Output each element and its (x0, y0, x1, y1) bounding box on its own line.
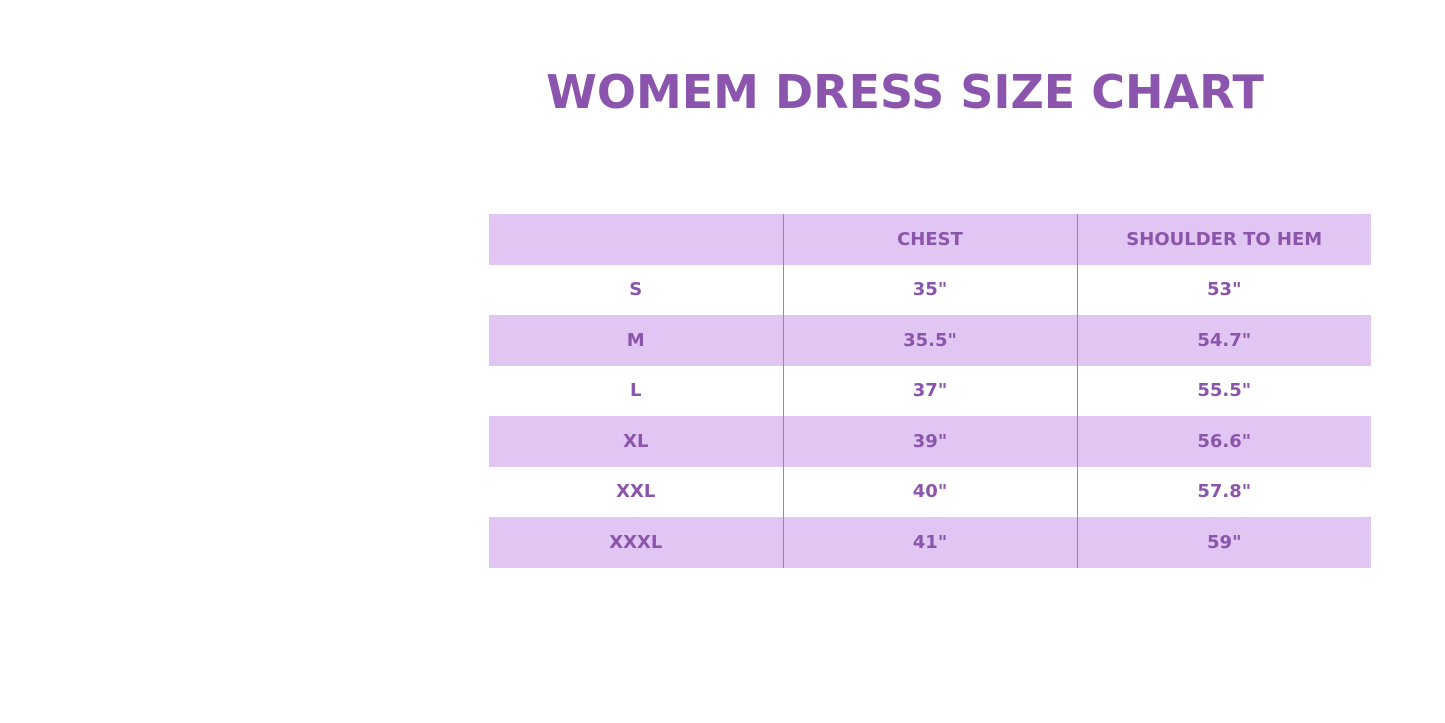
size-cell: XXXL (489, 517, 783, 568)
size-cell: XXL (616, 481, 656, 503)
table-row: XL 39" 56.6" (489, 416, 1371, 467)
chest-cell: 35.5" (782, 315, 1077, 366)
shoulder-to-hem-cell: 55.5" (1076, 365, 1371, 416)
header-cell-chest: CHEST (782, 214, 1077, 265)
table-row: XXXL 41" 59" (489, 517, 1371, 568)
table-row: L 37" 55.5" (489, 365, 1371, 416)
size-cell: S (629, 279, 643, 301)
header-cell-size (489, 214, 783, 265)
chest-cell: 35" (782, 264, 1077, 315)
table-row: XXL 40" 57.8" (489, 466, 1371, 517)
header-row: CHEST SHOULDER TO HEM (489, 214, 1371, 265)
shoulder-to-hem-cell: 56.6" (1076, 416, 1371, 467)
table-row: S 35" 53" (489, 264, 1371, 315)
page-title: WOMEM DRESS SIZE CHART (546, 65, 1264, 119)
shoulder-to-hem-cell: 57.8" (1076, 466, 1371, 517)
size-cell: L (630, 380, 642, 402)
chest-cell: 39" (782, 416, 1077, 467)
shoulder-to-hem-cell: 54.7" (1076, 315, 1371, 366)
chest-cell: 40" (782, 466, 1077, 517)
chest-cell: 41" (782, 517, 1077, 568)
shoulder-to-hem-cell: 53" (1076, 264, 1371, 315)
size-cell: XL (489, 416, 783, 467)
size-chart-table: CHEST SHOULDER TO HEM S 35" 53" M 35.5" … (489, 214, 1371, 568)
shoulder-to-hem-cell: 59" (1076, 517, 1371, 568)
table-row: M 35.5" 54.7" (489, 315, 1371, 366)
size-cell: M (489, 315, 783, 366)
chest-cell: 37" (782, 365, 1077, 416)
header-cell-shoulder-to-hem: SHOULDER TO HEM (1076, 214, 1371, 265)
